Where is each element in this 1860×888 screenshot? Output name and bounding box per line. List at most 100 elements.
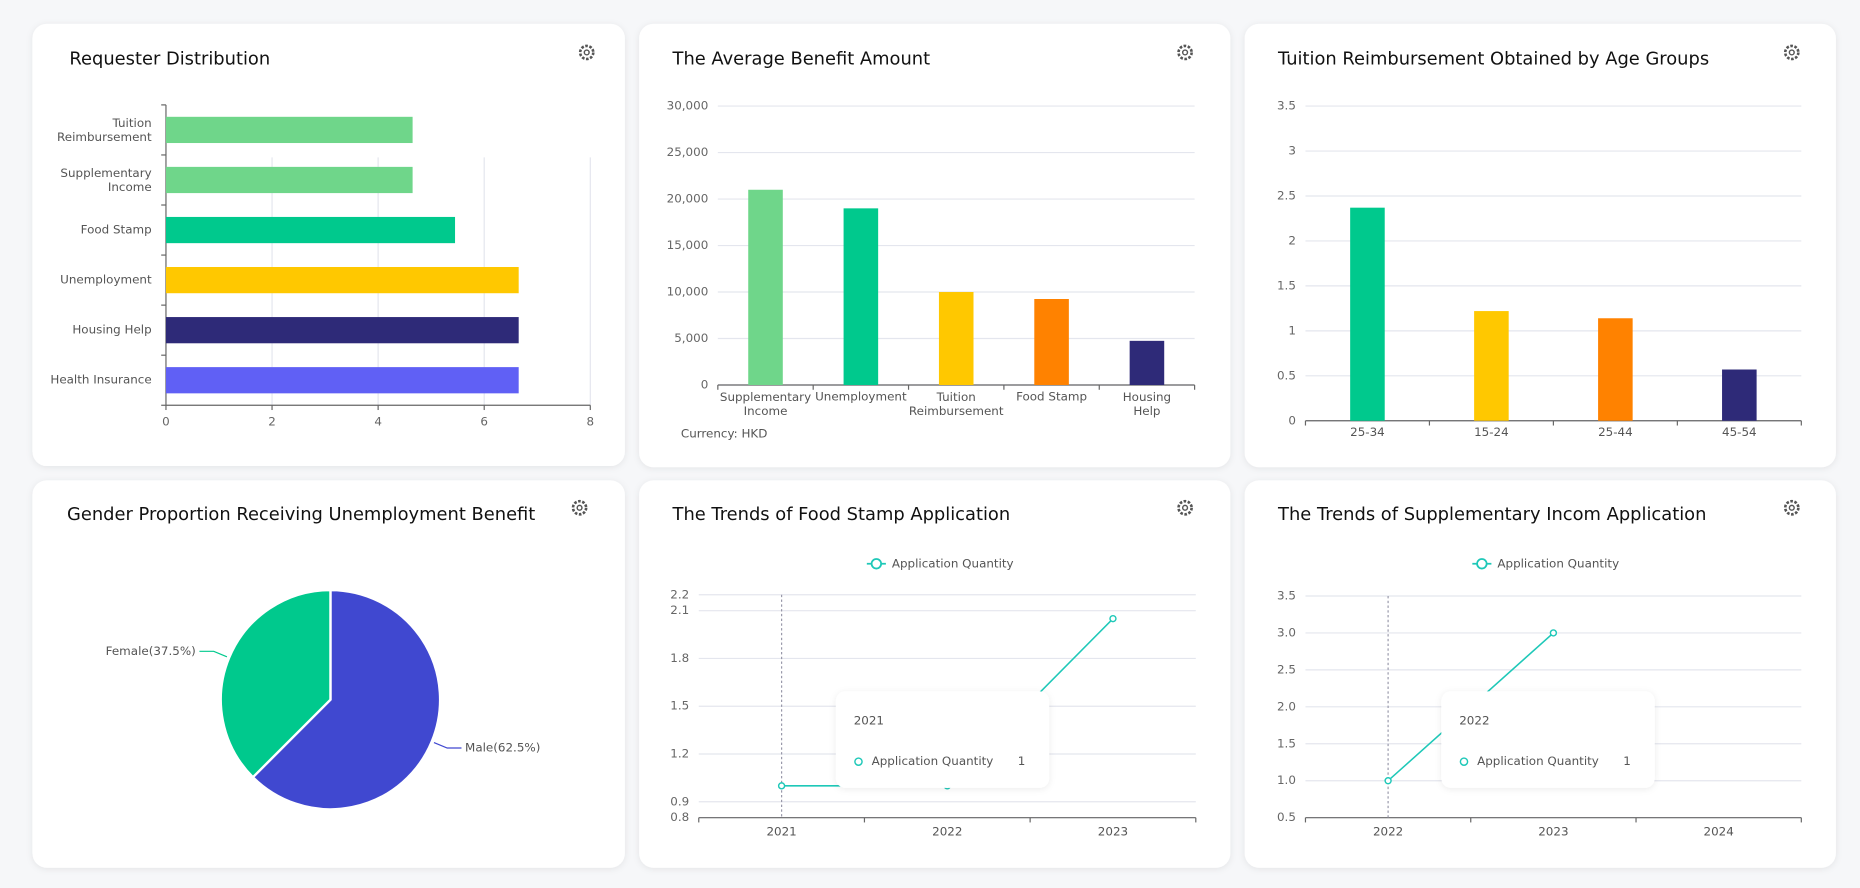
pie-slice — [219, 588, 332, 779]
chart-title: Requester Distribution — [69, 49, 270, 70]
chart-title: The Trends of Supplementary Incom Applic… — [1277, 504, 1706, 525]
settings-icon-center — [583, 49, 590, 56]
y-tick-label: 2.0 — [1277, 699, 1296, 713]
legend-label: Application Quantity — [892, 556, 1014, 570]
settings-icon[interactable] — [1783, 499, 1800, 516]
y-tick-label: Unemployment — [60, 273, 152, 287]
y-tick-label: 3 — [1288, 144, 1296, 158]
chart-title: Gender Proportion Receiving Unemployment… — [67, 504, 535, 525]
y-tick-label: 2.5 — [1277, 188, 1296, 202]
y-tick-label: 2.5 — [1277, 662, 1296, 676]
y-tick-label: 1.0 — [1277, 773, 1296, 787]
x-tick-label: 45-54 — [1722, 425, 1757, 439]
y-tick-label: 5,000 — [674, 331, 708, 345]
slice-label: Female(37.5%) — [106, 644, 196, 658]
y-tick-label: Supplementary Income — [60, 165, 151, 193]
y-tick-label: 1.5 — [1277, 278, 1296, 292]
bar — [1350, 207, 1385, 421]
y-tick-label: Housing Help — [72, 323, 151, 337]
y-tick-label: Health Insurance — [50, 373, 151, 387]
bar — [938, 292, 974, 385]
y-tick-label: 30,000 — [667, 99, 709, 113]
y-tick-label: 10,000 — [667, 285, 709, 299]
settings-icon-center — [1788, 504, 1795, 511]
x-tick-label: 2023 — [1098, 824, 1128, 838]
tooltip — [835, 691, 1050, 788]
x-tick-label: 0 — [162, 414, 170, 428]
tooltip-marker — [854, 757, 863, 766]
y-tick-label: 2.1 — [670, 603, 689, 617]
label-line — [199, 650, 228, 658]
y-tick-label: 2.2 — [670, 587, 689, 601]
y-tick-label: 1.2 — [670, 746, 689, 760]
bar — [1474, 311, 1509, 421]
bar — [1722, 369, 1757, 421]
point — [1384, 777, 1392, 785]
settings-icon[interactable] — [1783, 44, 1800, 61]
y-tick-label: 3.5 — [1277, 99, 1296, 113]
tooltip-marker — [1459, 757, 1469, 766]
settings-icon[interactable] — [578, 44, 595, 61]
bar — [1598, 318, 1633, 421]
x-tick-label: 2022 — [932, 824, 962, 838]
point — [1109, 614, 1117, 623]
x-tick-label: Housing Help — [1123, 389, 1171, 417]
tooltip-value: 1 — [1018, 754, 1026, 768]
legend-marker — [870, 558, 883, 570]
pie-slice — [251, 588, 442, 811]
y-tick-label: 0 — [1288, 413, 1296, 427]
x-tick-label: 25-34 — [1350, 425, 1385, 439]
y-tick-label: 3.5 — [1277, 588, 1296, 602]
y-tick-label: 0.5 — [1277, 368, 1296, 382]
x-tick-label: 25-44 — [1598, 425, 1633, 439]
point — [1549, 629, 1558, 637]
settings-icon[interactable] — [571, 499, 588, 516]
settings-icon-center — [1788, 49, 1795, 56]
bar — [165, 166, 413, 194]
x-tick-label: 2021 — [766, 824, 796, 838]
x-tick-label: Supplementary Income — [720, 389, 811, 417]
x-tick-label: 2 — [268, 414, 276, 428]
settings-icon[interactable] — [1177, 44, 1193, 61]
y-tick-label: 0.9 — [670, 794, 689, 808]
panel — [639, 480, 1231, 868]
settings-icon-center — [1181, 49, 1189, 56]
chart-title: The Trends of Food Stamp Application — [672, 504, 1011, 525]
x-tick-label: 2023 — [1538, 824, 1568, 838]
bar — [165, 367, 519, 394]
panel — [1244, 23, 1836, 468]
legend-label: Application Quantity — [1497, 556, 1619, 570]
bar — [165, 216, 456, 244]
slice-label: Male(62.5%) — [465, 741, 540, 755]
chart-title: Tuition Reimbursement Obtained by Age Gr… — [1277, 49, 1709, 70]
y-tick-label: 0.5 — [1277, 810, 1296, 824]
y-tick-label: 3.0 — [1277, 625, 1296, 639]
y-tick-label: 1.5 — [670, 699, 689, 713]
x-tick-label: 6 — [480, 414, 488, 428]
y-tick-label: 2 — [1288, 233, 1296, 247]
point — [777, 782, 786, 790]
y-tick-label: 0 — [701, 377, 709, 391]
label-line — [433, 741, 462, 749]
bar — [165, 116, 413, 144]
settings-icon[interactable] — [1177, 499, 1193, 516]
tooltip-series: Application Quantity — [872, 754, 994, 768]
tooltip-value: 1 — [1623, 754, 1631, 768]
y-tick-label: 20,000 — [667, 192, 709, 206]
x-tick-label: 15-24 — [1474, 425, 1509, 439]
bar — [1129, 340, 1165, 385]
panel — [1244, 480, 1836, 868]
tooltip-series: Application Quantity — [1477, 754, 1599, 768]
bar — [1034, 298, 1069, 385]
bar — [165, 266, 519, 294]
panel — [32, 23, 625, 467]
x-tick-label: Food Stamp — [1016, 389, 1087, 403]
y-tick-label: Food Stamp — [81, 223, 152, 237]
y-tick-label: Tuition Reimbursement — [57, 115, 152, 143]
y-tick-label: 25,000 — [667, 145, 709, 159]
y-tick-label: 1.5 — [1277, 736, 1296, 750]
x-tick-label: Unemployment — [815, 389, 907, 403]
legend-marker — [1476, 558, 1488, 570]
x-tick-label: 4 — [374, 414, 382, 428]
